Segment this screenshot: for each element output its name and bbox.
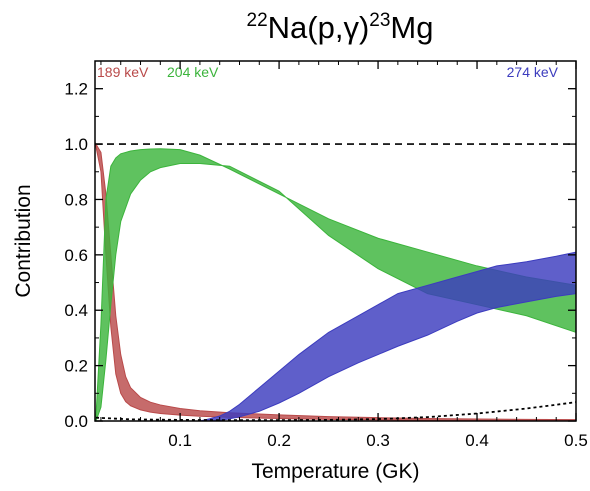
x-axis-label: Temperature (GK) — [251, 460, 419, 483]
y-axis-label: Contribution — [12, 184, 35, 297]
y-tick-label: 0.6 — [64, 246, 88, 265]
chart-marks: 189 keV 204 keV 274 keV — [97, 64, 559, 80]
band-274-kev — [199, 251, 576, 421]
title-product: Mg — [390, 10, 433, 45]
x-tick-label: 0.4 — [465, 431, 489, 450]
title-close-paren: ) — [359, 10, 369, 45]
y-tick-label: 0.8 — [64, 190, 88, 209]
title-superscript-23: 23 — [369, 10, 390, 31]
band-189-kev — [95, 142, 576, 421]
x-tick-label: 0.5 — [564, 431, 588, 450]
line-dotted-line — [95, 401, 576, 421]
x-tick-label: 0.1 — [168, 431, 192, 450]
y-tick-label: 0.0 — [64, 412, 88, 431]
axis-ticks: 0.1 0.2 0.3 0.4 0.5 0.0 0.2 0.4 0.6 0.8 1.0 1.2 — [64, 61, 588, 450]
series-label-189-kev: 189 keV — [97, 64, 149, 80]
title-reaction: Na(p, — [268, 10, 344, 45]
series-label-274-kev: 274 keV — [507, 64, 559, 80]
y-tick-label: 0.4 — [64, 301, 88, 320]
title-gamma: γ — [343, 10, 359, 45]
chart-title: 22Na(p,γ)23Mg — [247, 10, 434, 45]
y-tick-label: 0.2 — [64, 357, 88, 376]
y-tick-label: 1.0 — [64, 135, 88, 154]
plot-area — [95, 142, 576, 421]
x-tick-label: 0.3 — [366, 431, 390, 450]
x-tick-label: 0.2 — [267, 431, 291, 450]
y-tick-label: 1.2 — [64, 80, 88, 99]
series-label-204-kev: 204 keV — [167, 64, 219, 80]
plot-frame — [94, 60, 577, 422]
title-superscript-22: 22 — [247, 10, 268, 31]
